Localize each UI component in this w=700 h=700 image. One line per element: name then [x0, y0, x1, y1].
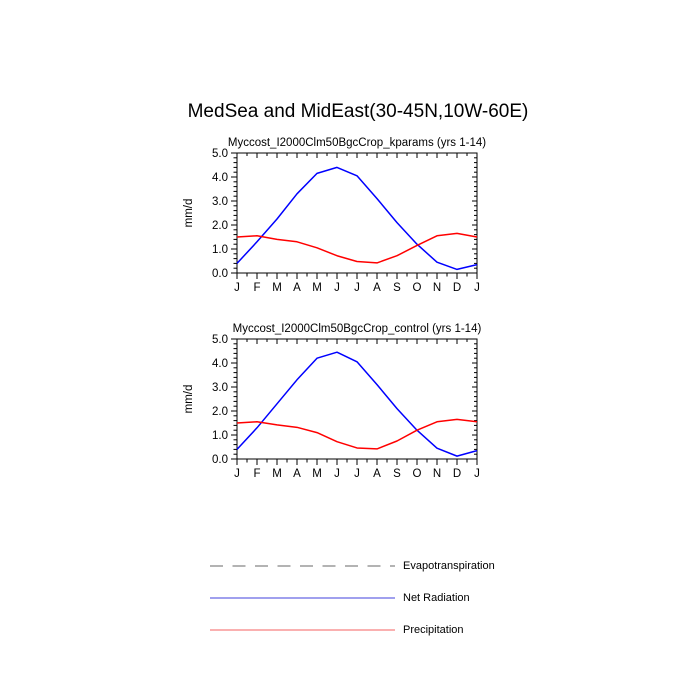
x-tick-label: M: [272, 282, 282, 294]
x-tick-label: J: [354, 282, 360, 294]
y-tick-label: 4.0: [212, 358, 228, 370]
x-tick-label: J: [474, 468, 480, 480]
x-tick-label: A: [293, 282, 301, 294]
y-tick-label: 2.0: [212, 220, 228, 232]
x-tick-label: J: [234, 282, 240, 294]
x-tick-label: M: [272, 468, 282, 480]
y-tick-label: 2.0: [212, 406, 228, 418]
legend-line-sample: [210, 565, 395, 567]
legend: Evapotranspiration Net Radiation Precipita…: [205, 550, 525, 646]
x-tick-label: J: [234, 468, 240, 480]
legend-line-sample: [210, 597, 395, 599]
x-tick-label: J: [474, 282, 480, 294]
legend-item: Precipitation: [205, 614, 525, 646]
chart-title: Myccost_I2000Clm50BgcCrop_control (yrs 1…: [233, 323, 482, 335]
y-tick-label: 4.0: [212, 172, 228, 184]
plot-frame: [236, 338, 478, 460]
series-line-net-radiation: [236, 166, 478, 271]
y-tick-label: 1.0: [212, 430, 228, 442]
series-line-precipitation: [236, 418, 478, 450]
x-tick-label: J: [354, 468, 360, 480]
x-tick-label: F: [253, 282, 260, 294]
page-title: MedSea and MidEast(30-45N,10W-60E): [187, 101, 529, 122]
y-axis-label: mm/d: [183, 385, 195, 414]
plot-frame: [236, 152, 478, 274]
y-tick-label: 5.0: [212, 148, 228, 160]
x-tick-label: S: [393, 282, 401, 294]
chart-plot-svg: Myccost_I2000Clm50BgcCrop_control (yrs 1…: [183, 323, 482, 480]
x-tick-label: M: [312, 282, 322, 294]
y-tick-label: 5.0: [212, 334, 228, 346]
series-line-net-radiation: [236, 351, 478, 457]
x-tick-label: A: [373, 468, 381, 480]
legend-item-label: Precipitation: [403, 624, 464, 636]
legend-line-sample: [210, 629, 395, 631]
x-tick-label: O: [413, 468, 422, 480]
chart-control: Myccost_I2000Clm50BgcCrop_control (yrs 1…: [165, 317, 495, 495]
legend-item: Evapotranspiration: [205, 550, 525, 582]
x-tick-label: A: [373, 282, 381, 294]
x-tick-label: J: [334, 282, 340, 294]
x-tick-label: F: [253, 468, 260, 480]
x-tick-label: J: [334, 468, 340, 480]
x-tick-label: D: [453, 468, 461, 480]
x-tick-label: D: [453, 282, 461, 294]
legend-item: Net Radiation: [205, 582, 525, 614]
y-tick-label: 0.0: [212, 268, 228, 280]
x-tick-label: N: [433, 468, 441, 480]
series-line-precipitation: [236, 232, 478, 264]
chart-title: Myccost_I2000Clm50BgcCrop_kparams (yrs 1…: [228, 137, 486, 149]
y-tick-label: 3.0: [212, 382, 228, 394]
chart-kparams: Myccost_I2000Clm50BgcCrop_kparams (yrs 1…: [165, 131, 495, 309]
x-tick-label: N: [433, 282, 441, 294]
y-tick-label: 3.0: [212, 196, 228, 208]
chart-plot-svg: Myccost_I2000Clm50BgcCrop_kparams (yrs 1…: [183, 137, 486, 294]
x-tick-label: M: [312, 468, 322, 480]
x-tick-label: A: [293, 468, 301, 480]
legend-item-label: Net Radiation: [403, 592, 470, 604]
y-axis-label: mm/d: [183, 199, 195, 228]
y-tick-label: 1.0: [212, 244, 228, 256]
x-tick-label: S: [393, 468, 401, 480]
legend-item-label: Evapotranspiration: [403, 560, 495, 572]
x-tick-label: O: [413, 282, 422, 294]
y-tick-label: 0.0: [212, 454, 228, 466]
